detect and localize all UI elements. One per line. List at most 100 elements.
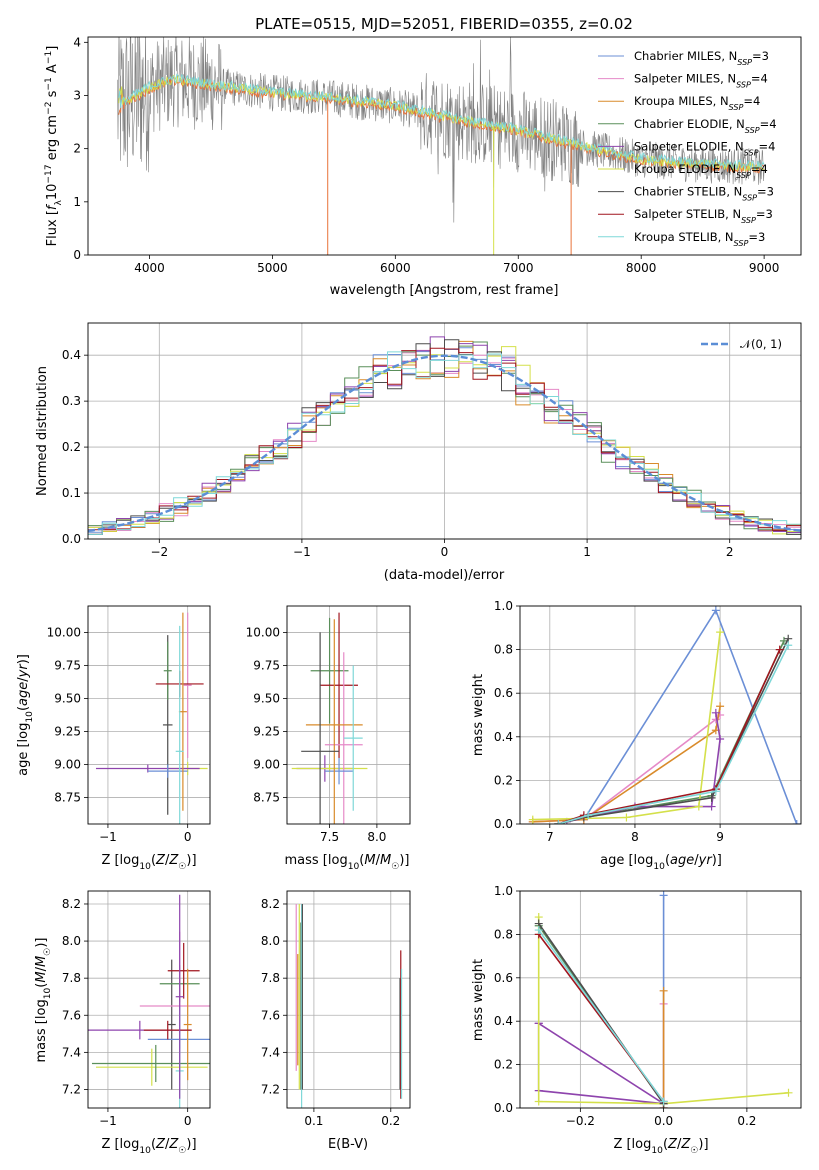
weight-age-point-8-3	[784, 641, 793, 650]
age_vs_mass-ytick-label-2: 9.25	[253, 725, 280, 739]
weight-Z-series-5	[537, 917, 789, 1105]
age_vs_Z-ytick-label-3: 9.50	[54, 691, 81, 705]
weight_vs_Z-xtick-label-2: 0.2	[737, 1114, 756, 1128]
normal-legend-label: 𝒩(0, 1)	[740, 337, 782, 351]
age_vs_mass-ytick-label-5: 10.00	[246, 625, 280, 639]
mass_vs_Z-ytick-label-4: 8.0	[62, 934, 81, 948]
weight_vs_age-ytick-label-3: 0.6	[494, 686, 513, 700]
weight_vs_age-plot	[528, 606, 801, 824]
mass_vs_ebv-ytick-label-5: 8.2	[261, 897, 280, 911]
weight_vs_age-ytick-label-0: 0.0	[494, 817, 513, 831]
spectrum-ytick-label-2: 2	[73, 142, 81, 156]
mass_vs_ebv-ytick-label-1: 7.4	[261, 1045, 280, 1059]
spectrum-model-line-2	[118, 73, 765, 172]
weight-age-series-1	[532, 714, 721, 823]
figure-title: PLATE=0515, MJD=52051, FIBERID=0355, z=0…	[255, 15, 633, 33]
age_vs_Z-ytick-label-0: 8.75	[54, 791, 81, 805]
spectrum-ytick-label-4: 4	[73, 35, 81, 49]
age_vs_mass-ytick-label-0: 8.75	[253, 791, 280, 805]
mass_vs_ebv-ytick-label-2: 7.6	[261, 1008, 280, 1022]
age_vs_Z-xtick-label-0: −1	[99, 830, 117, 844]
legend-entry-6: Chabrier STELIB, NSSP=3	[634, 185, 774, 203]
legend-entry-8: Kroupa STELIB, NSSP=3	[634, 230, 765, 248]
weight-Z-point-5-1	[534, 1097, 543, 1106]
age_vs_mass-plot	[291, 612, 368, 824]
weight_vs_age-ytick-label-2: 0.4	[494, 730, 513, 744]
weight_vs_age-frame	[519, 605, 802, 825]
weight_vs_Z-ytick-label-4: 0.8	[494, 927, 513, 941]
legend-entry-4: Salpeter ELODIE, NSSP=4	[634, 139, 775, 157]
age_vs_Z-frame	[87, 605, 211, 825]
weight-age-point-1-3	[716, 711, 725, 719]
spectrum-ytick-label-1: 1	[73, 195, 81, 209]
age_vs_Z-ytick-label-4: 9.75	[54, 658, 81, 672]
spectrum-xtick-label-5: 9000	[749, 261, 780, 275]
residuals-xlabel: (data-model)/error	[384, 568, 505, 583]
age_vs_Z-ytick-label-5: 10.00	[47, 625, 81, 639]
weight_vs_age-xtick-label-2: 9	[716, 830, 724, 844]
weight-age-point-0-1	[711, 606, 720, 615]
weight-age-series-3	[558, 640, 785, 824]
weight-age-ylabel: mass weight	[471, 674, 486, 756]
spectrum-axes: 4000 5000 6000 7000 8000 9000 0 1 2 3 4	[73, 35, 802, 275]
residuals-axes: −2 −1 0 1 2 0.0 0.1 0.2 0.3 0.4	[62, 322, 802, 559]
residuals-ytick-label-0: 0.0	[62, 532, 81, 546]
mass_vs_Z-xtick-label-0: −1	[99, 1114, 117, 1128]
mass-Z-ylabel: mass [log10(M/M☉)]	[34, 938, 53, 1063]
weight-Z-series-4	[537, 1022, 665, 1105]
weight_vs_Z-ytick-label-0: 0.0	[494, 1101, 513, 1115]
mass_vs_Z-ytick-label-3: 7.8	[62, 971, 81, 985]
residuals-ytick-label-2: 0.2	[62, 440, 81, 454]
age-Z-xlabel: Z [log10(Z/Z☉)]	[101, 853, 196, 872]
weight-age-xlabel: age [log10(age/yr)]	[600, 853, 722, 872]
weight-age-point-4-2	[707, 802, 716, 811]
age_vs_mass-axes: 7.5 8.0 8.75 9.00 9.25 9.50 9.75 10.00	[246, 605, 411, 844]
mass_vs_Z-ytick-label-5: 8.2	[62, 897, 81, 911]
weight_vs_Z-ytick-label-5: 1.0	[494, 884, 513, 898]
mass_vs_ebv-ytick-label-0: 7.2	[261, 1082, 280, 1096]
residuals-xtick-label-2: 0	[441, 545, 449, 559]
weight_vs_age-xtick-label-0: 7	[546, 830, 554, 844]
spectrum-xtick-label-0: 4000	[134, 261, 165, 275]
weight_vs_Z-frame	[519, 890, 802, 1109]
residuals-plot	[88, 336, 801, 535]
weight-Z-point-2-1	[659, 986, 668, 995]
residuals-xtick-label-3: 1	[583, 545, 591, 559]
age_vs_Z-xtick-label-1: 0	[184, 830, 192, 844]
mass-ebv-xlabel: E(B-V)	[328, 1137, 368, 1152]
weight-Z-point-0-1	[659, 891, 668, 900]
residuals-ytick-label-3: 0.3	[62, 394, 81, 408]
weight_vs_age-ytick-label-4: 0.8	[494, 643, 513, 657]
legend-entry-2: Kroupa MILES, NSSP=4	[634, 94, 760, 112]
mass_vs_ebv-xtick-label-1: 0.2	[381, 1114, 400, 1128]
weight_vs_Z-ytick-label-1: 0.2	[494, 1058, 513, 1072]
weight-age-series-2	[532, 706, 721, 823]
spectrum-ytick-label-3: 3	[73, 88, 81, 102]
weight_vs_Z-xtick-label-1: 0.0	[654, 1114, 673, 1128]
spectrum-xtick-label-1: 5000	[257, 261, 288, 275]
weight-Z-series-8	[538, 929, 665, 1102]
legend-entry-3: Chabrier ELODIE, NSSP=4	[634, 117, 777, 135]
weight_vs_Z-xtick-label-0: −0.2	[566, 1114, 595, 1128]
residuals-frame	[87, 322, 802, 540]
weight-age-point-5-1	[622, 813, 631, 822]
weight-age-point-8-2	[711, 787, 720, 796]
legend-entry-0: Chabrier MILES, NSSP=3	[634, 49, 769, 67]
spectrum-xtick-label-2: 6000	[380, 261, 411, 275]
residual-hist-6	[88, 339, 801, 535]
residuals-xtick-label-0: −2	[150, 545, 168, 559]
spectrum-ytick-label-0: 0	[73, 248, 81, 262]
weight-age-point-4-3	[716, 734, 725, 743]
weight-age-point-4-4	[711, 708, 720, 717]
mass_vs_ebv-ytick-label-3: 7.8	[261, 971, 280, 985]
weight-age-point-0-2	[792, 820, 801, 824]
weight-age-point-2-3	[716, 702, 725, 711]
age_vs_mass-frame	[286, 605, 411, 825]
age_vs_mass-xtick-label-1: 8.0	[367, 830, 386, 844]
weight_vs_age-axes: 7 8 9 0.0 0.2 0.4 0.6 0.8 1.0	[494, 599, 802, 844]
age-Z-ylabel: age [log10(age/yr)]	[16, 654, 35, 776]
weight-Z-point-8-1	[659, 1097, 668, 1106]
mass_vs_Z-axes: −1 0 7.2 7.4 7.6 7.8 8.0 8.2	[62, 890, 211, 1128]
weight_vs_age-xtick-label-1: 8	[631, 830, 639, 844]
